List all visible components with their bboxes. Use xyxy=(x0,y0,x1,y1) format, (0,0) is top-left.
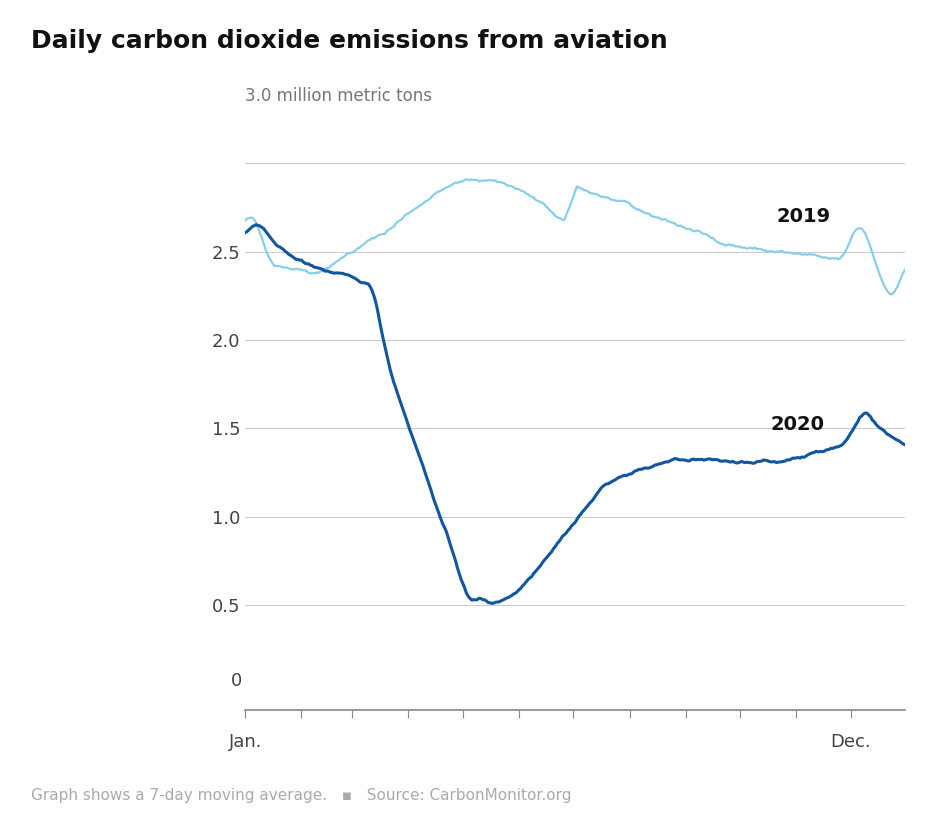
Text: Daily carbon dioxide emissions from aviation: Daily carbon dioxide emissions from avia… xyxy=(31,29,667,53)
Text: 2019: 2019 xyxy=(776,206,830,225)
Text: Jan.: Jan. xyxy=(228,733,262,751)
Text: Dec.: Dec. xyxy=(830,733,871,751)
Text: Graph shows a 7-day moving average.   ▪   Source: CarbonMonitor.org: Graph shows a 7-day moving average. ▪ So… xyxy=(31,788,571,803)
Text: 3.0 million metric tons: 3.0 million metric tons xyxy=(245,87,432,105)
Text: 0: 0 xyxy=(230,672,241,691)
Text: 2020: 2020 xyxy=(771,415,825,434)
